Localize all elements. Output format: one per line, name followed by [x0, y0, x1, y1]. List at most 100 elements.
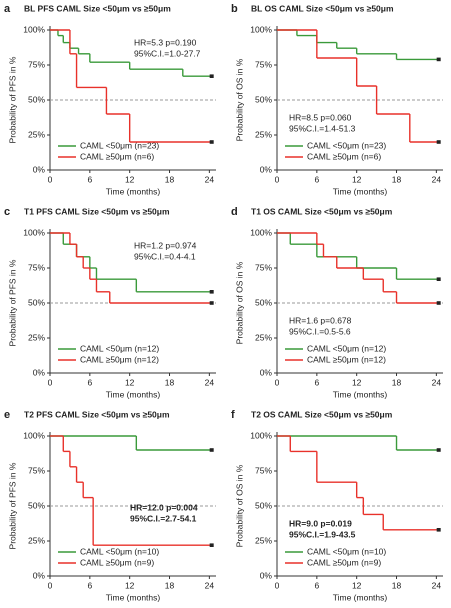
- x-axis-label: Time (months): [333, 186, 388, 196]
- panel-label: b: [231, 3, 238, 15]
- y-tick-label: 25%: [28, 535, 45, 545]
- censor-mark: [209, 448, 214, 452]
- legend-label: CAML ≥50μm (n=9): [307, 557, 381, 567]
- x-tick-label: 18: [392, 580, 402, 590]
- censor-mark: [436, 301, 441, 305]
- x-tick-label: 18: [165, 174, 175, 184]
- annotation: HR=1.6 p=0.678: [289, 315, 352, 325]
- y-tick-label: 75%: [255, 59, 272, 69]
- y-tick-label: 25%: [28, 129, 45, 139]
- y-tick-label: 75%: [28, 465, 45, 475]
- x-tick-label: 0: [275, 174, 280, 184]
- y-tick-label: 75%: [255, 465, 272, 475]
- y-tick-label: 50%: [255, 297, 272, 307]
- x-tick-label: 6: [87, 580, 92, 590]
- x-tick-label: 12: [125, 580, 135, 590]
- y-axis-label: Probability of PFS in %: [7, 462, 17, 549]
- legend-label: CAML <50μm (n=12): [307, 343, 386, 353]
- y-tick-label: 25%: [255, 332, 272, 342]
- panel-label: a: [4, 3, 11, 15]
- x-axis-label: Time (months): [106, 592, 161, 602]
- panel: d T1 OS CAML Size <50μm vs ≥50μm Probabili…: [231, 206, 443, 399]
- x-tick-label: 24: [432, 580, 442, 590]
- y-tick-label: 50%: [28, 297, 45, 307]
- censor-mark: [436, 57, 441, 62]
- y-tick-label: 0%: [33, 367, 46, 377]
- x-tick-label: 0: [275, 580, 280, 590]
- legend-label: CAML <50μm (n=10): [80, 546, 159, 556]
- legend-label: CAML <50μm (n=23): [307, 140, 386, 150]
- legend-label: CAML ≥50μm (n=12): [80, 354, 159, 364]
- y-tick-label: 50%: [28, 94, 45, 104]
- y-tick-label: 50%: [28, 500, 45, 510]
- y-tick-label: 0%: [260, 367, 273, 377]
- annotation: HR=5.3 p=0.190: [134, 37, 197, 47]
- x-tick-label: 24: [205, 580, 215, 590]
- panel: e T2 PFS CAML Size <50μm vs ≥50μm Probabil…: [4, 409, 216, 602]
- x-tick-label: 18: [392, 174, 402, 184]
- legend-label: CAML <50μm (n=10): [307, 546, 386, 556]
- annotation: HR=1.2 p=0.974: [134, 240, 197, 250]
- legend-label: CAML ≥50μm (n=9): [80, 557, 154, 567]
- panel-label: d: [231, 206, 238, 218]
- annotation: HR=9.0 p=0.019: [289, 518, 352, 528]
- x-axis-label: Time (months): [106, 186, 161, 196]
- y-tick-label: 100%: [23, 24, 45, 34]
- x-tick-label: 6: [87, 174, 92, 184]
- panel: b BL OS CAML Size <50μm vs ≥50μm Probabili…: [231, 3, 443, 196]
- y-tick-label: 25%: [255, 535, 272, 545]
- censor-mark: [436, 277, 441, 281]
- x-tick-label: 0: [48, 174, 53, 184]
- legend-label: CAML <50μm (n=23): [80, 140, 159, 150]
- x-tick-label: 24: [205, 174, 215, 184]
- y-axis-label: Probability of OS in %: [234, 58, 244, 141]
- panel-title: T1 OS CAML Size <50μm vs ≥50μm: [251, 206, 393, 216]
- x-tick-label: 12: [352, 174, 362, 184]
- y-axis-label: Probability of PFS in %: [7, 259, 17, 346]
- censor-mark: [436, 140, 441, 144]
- x-tick-label: 18: [392, 377, 402, 387]
- annotation: 95%C.I.=2.7-54.1: [130, 513, 197, 523]
- x-tick-label: 6: [314, 174, 319, 184]
- x-axis-label: Time (months): [333, 592, 388, 602]
- y-tick-label: 75%: [28, 59, 45, 69]
- y-axis-label: Probability of PFS in %: [7, 56, 17, 143]
- x-tick-label: 6: [314, 580, 319, 590]
- censor-mark: [209, 290, 214, 294]
- y-tick-label: 0%: [260, 164, 273, 174]
- x-tick-label: 6: [87, 377, 92, 387]
- y-tick-label: 100%: [250, 227, 272, 237]
- annotation: HR=12.0 p=0.004: [130, 502, 198, 512]
- legend-label: CAML ≥50μm (n=12): [307, 354, 386, 364]
- legend-label: CAML ≥50μm (n=6): [80, 151, 154, 161]
- x-tick-label: 12: [352, 377, 362, 387]
- x-tick-label: 24: [432, 174, 442, 184]
- panel-title: T2 OS CAML Size <50μm vs ≥50μm: [251, 409, 393, 419]
- x-tick-label: 24: [432, 377, 442, 387]
- y-tick-label: 100%: [23, 227, 45, 237]
- legend-label: CAML ≥50μm (n=6): [307, 151, 381, 161]
- y-tick-label: 0%: [33, 164, 46, 174]
- censor-mark: [436, 448, 441, 452]
- panel-title: BL OS CAML Size <50μm vs ≥50μm: [251, 3, 394, 13]
- x-tick-label: 24: [205, 377, 215, 387]
- panel-title: T1 PFS CAML Size <50μm vs ≥50μm: [24, 206, 170, 216]
- y-tick-label: 100%: [250, 24, 272, 34]
- panel-label: e: [4, 409, 10, 421]
- x-tick-label: 12: [125, 377, 135, 387]
- x-tick-label: 0: [275, 377, 280, 387]
- y-tick-label: 0%: [33, 570, 46, 580]
- y-axis-label: Probability of OS in %: [234, 261, 244, 344]
- x-tick-label: 0: [48, 580, 53, 590]
- y-tick-label: 25%: [255, 129, 272, 139]
- x-tick-label: 18: [165, 580, 175, 590]
- legend-label: CAML <50μm (n=12): [80, 343, 159, 353]
- x-tick-label: 12: [125, 174, 135, 184]
- censor-mark: [209, 301, 214, 305]
- panel-title: BL PFS CAML Size <50μm vs ≥50μm: [24, 3, 171, 13]
- y-tick-label: 75%: [255, 262, 272, 272]
- censor-mark: [209, 74, 214, 78]
- censor-mark: [209, 140, 214, 144]
